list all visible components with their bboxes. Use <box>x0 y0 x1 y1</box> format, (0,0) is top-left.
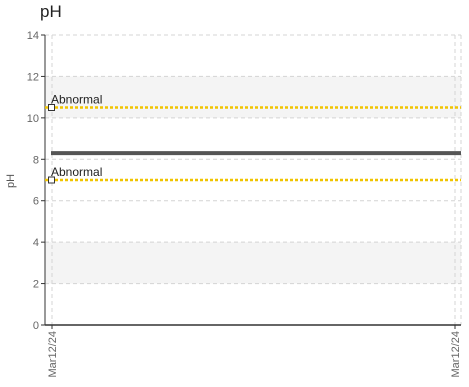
y-tick-label: 8 <box>33 154 39 166</box>
y-tick-label: 2 <box>33 279 39 291</box>
chart-title: pH <box>40 2 62 21</box>
threshold-label-1: Abnormal <box>51 165 102 179</box>
y-tick-label: 4 <box>33 237 39 249</box>
y-tick-label: 14 <box>27 30 39 42</box>
y-tick-label: 10 <box>27 113 39 125</box>
x-tick-label: Mar12/24 <box>47 331 59 377</box>
y-axis-label: pH <box>5 174 17 188</box>
y-tick-label: 6 <box>33 196 39 208</box>
shaded-band-1 <box>45 76 461 118</box>
threshold-marker-0 <box>48 104 55 111</box>
shaded-band-0 <box>45 242 461 284</box>
x-tick-label: Mar12/24 <box>450 331 462 377</box>
y-tick-label: 0 <box>33 320 39 332</box>
threshold-label-0: Abnormal <box>51 93 102 107</box>
y-tick-label: 12 <box>27 71 39 83</box>
threshold-marker-1 <box>48 176 55 184</box>
